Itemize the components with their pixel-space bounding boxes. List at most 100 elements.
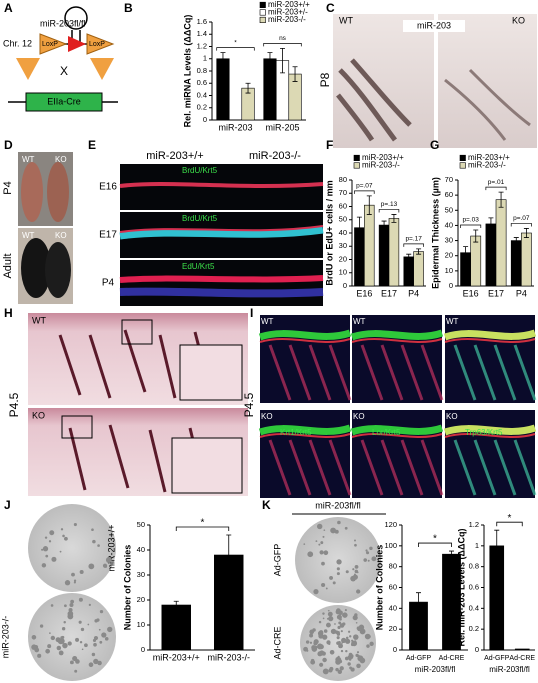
image-label: WT [446,317,459,326]
panel-e: E miR-203+/+ miR-203-/- E16 E17 P4 BrdU/… [88,138,324,306]
colony [323,550,329,556]
age-label: P4 [2,181,14,194]
bar [413,251,424,287]
colony [336,636,340,640]
stain [513,439,537,496]
y-axis-label: Epidermal Thickness (µm) [430,177,440,289]
colony [322,634,328,640]
colony [93,635,99,641]
colony [353,573,356,576]
panel-letter: I [250,306,253,320]
hairpin-loop [64,6,88,30]
colony [330,527,337,534]
stain [350,329,444,341]
colony [310,658,315,663]
colony [329,649,335,655]
colony [349,666,353,670]
bar [470,235,482,287]
y-tick-label: 40 [445,220,453,229]
stain [119,287,324,298]
significance-label: p=.17 [405,236,422,243]
y-tick-label: 0.6 [197,78,207,87]
colony [347,630,351,633]
error-bar [245,82,251,94]
colony [338,658,342,662]
stain [119,182,324,188]
legend-label: miR-203-/- [268,15,306,24]
colony [329,666,334,671]
bar [514,648,530,651]
colony [367,559,370,562]
stain [119,226,324,240]
loxp-label: LoxP [89,41,105,48]
colony [319,550,324,555]
colony [337,625,341,630]
colony [354,539,356,542]
panel-letter: E [88,138,96,152]
colony [344,609,347,612]
y-tick-label: 1.6 [197,17,207,26]
error-bar [267,52,273,66]
y-tick-label: 120 [384,520,397,529]
colony [88,662,94,668]
stain-label: Lor/Krt5 [372,428,401,437]
colony [354,565,359,569]
allele-title: miR-203fl/fl [40,18,86,28]
panel-letter: B [124,1,133,15]
row-label: E17 [99,230,117,241]
bar [378,224,390,287]
stain [420,439,444,496]
stain [400,439,424,496]
colony [80,627,85,632]
colony [330,628,337,635]
x-tick-label: miR-203+/+ [153,652,200,662]
y-tick-label: 0.8 [197,66,207,75]
colony [339,617,342,621]
stain [258,424,352,436]
bar [485,223,497,287]
colony [64,604,67,608]
stain [119,225,324,233]
age-label: P8 [318,72,332,87]
colony [338,610,343,616]
x-tick-label: E16 [463,288,479,298]
column-label: miR-203+/+ [146,150,203,162]
significance-bracket [510,223,532,227]
stain [493,439,517,496]
colony [60,528,64,531]
colony [339,666,344,671]
x-tick-label: E17 [488,288,504,298]
y-tick-label: 0.2 [197,103,207,112]
stain [259,433,351,438]
label-box [403,20,465,32]
colony [336,559,342,565]
y-tick-label: 80 [339,175,347,184]
x-tick-label: Ad-GFP [484,655,510,662]
colony [70,599,75,604]
legend-swatch [259,16,266,24]
error-bar [356,216,362,239]
image [120,260,323,306]
colony [69,602,74,608]
colony [337,669,343,675]
colony [338,643,344,649]
colony [58,650,64,656]
colony [322,617,325,620]
colony [93,642,97,647]
image-label: WT [353,317,366,326]
significance-label: * [508,513,512,524]
colony [97,660,102,666]
error-bar [498,191,504,208]
colony [328,616,334,622]
colony [45,648,50,654]
stain [259,338,351,343]
significance-bracket [460,224,482,228]
colony [99,640,103,644]
mouse [47,162,69,222]
inset-box [121,319,153,345]
loxp-site [86,33,115,55]
error-bar [366,195,372,215]
colony [356,626,361,631]
legend-label: miR-203+/+ [468,153,510,162]
colony [93,658,99,665]
